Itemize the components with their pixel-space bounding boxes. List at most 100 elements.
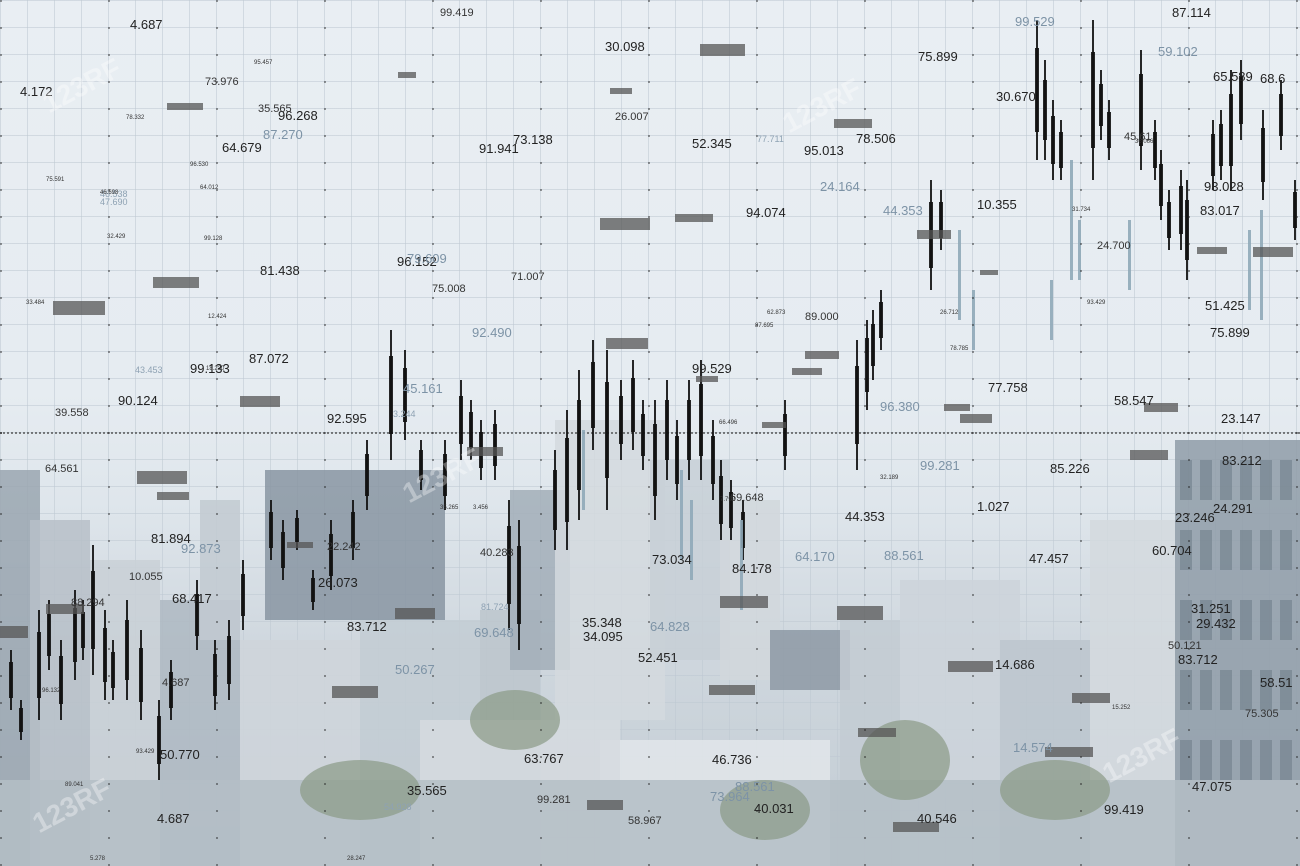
- overlay-number: 69.648: [474, 625, 514, 640]
- grid-dot: [432, 243, 434, 245]
- overlay-number-small: 46.698: [100, 190, 119, 196]
- candle-body: [9, 662, 13, 698]
- grid-dot: [216, 675, 218, 677]
- candle-body: [1167, 202, 1171, 238]
- tree-canopy: [860, 720, 950, 800]
- candle-body: [711, 436, 715, 484]
- price-box: [1197, 247, 1227, 254]
- overlay-number: 73.964: [710, 789, 750, 804]
- grid-dot: [972, 459, 974, 461]
- grid-dot: [324, 108, 326, 110]
- overlay-number: 10.355: [977, 197, 1017, 212]
- grid-dot: [1296, 810, 1298, 812]
- grid-dot: [108, 324, 110, 326]
- grid-dot: [756, 324, 758, 326]
- grid-dot: [864, 837, 866, 839]
- overlay-number-small: 81.724: [481, 602, 509, 612]
- candle-body: [665, 400, 669, 460]
- grid-dot: [864, 756, 866, 758]
- overlay-number: 39.558: [55, 407, 89, 419]
- overlay-number-small: 89.041: [65, 782, 84, 788]
- candle-body: [591, 362, 595, 428]
- grid-dot: [108, 594, 110, 596]
- grid-dot: [648, 540, 650, 542]
- grid-dot: [1188, 594, 1190, 596]
- candle-body: [719, 476, 723, 524]
- price-box: [1045, 747, 1093, 757]
- grid-dot: [864, 108, 866, 110]
- building-window: [1240, 530, 1252, 570]
- overlay-number-small: 7.792: [720, 497, 736, 503]
- grid-dot: [216, 243, 218, 245]
- grid-dot: [648, 162, 650, 164]
- grid-dot: [0, 27, 2, 29]
- grid-dot: [1188, 108, 1190, 110]
- grid-dot: [1188, 162, 1190, 164]
- price-box: [834, 119, 872, 128]
- overlay-number: 96.268: [278, 108, 318, 123]
- overlay-number: 79.609: [407, 251, 447, 266]
- overlay-number: 68.6: [1260, 71, 1286, 86]
- grid-dot: [216, 351, 218, 353]
- grid-dot: [108, 378, 110, 380]
- grid-dot: [1188, 756, 1190, 758]
- candle-body: [443, 454, 447, 496]
- grid-dot: [216, 648, 218, 650]
- overlay-number: 88.561: [884, 548, 924, 563]
- grid-dot: [0, 432, 2, 434]
- faded-candle: [1248, 230, 1251, 310]
- price-box: [53, 301, 105, 315]
- tree-canopy: [300, 760, 420, 820]
- grid-dot: [324, 243, 326, 245]
- grid-dot: [216, 864, 218, 866]
- grid-dot: [1296, 567, 1298, 569]
- candle-body: [139, 648, 143, 702]
- building-window: [1260, 530, 1272, 570]
- overlay-number-small: 12.424: [208, 314, 227, 320]
- grid-dot: [432, 297, 434, 299]
- grid-dot: [972, 54, 974, 56]
- grid-dot: [432, 0, 434, 2]
- grid-dot: [540, 270, 542, 272]
- grid-dot: [324, 270, 326, 272]
- grid-dot: [1188, 837, 1190, 839]
- grid-dot: [864, 729, 866, 731]
- grid-dot: [0, 540, 2, 542]
- grid-dot: [1296, 459, 1298, 461]
- grid-dot: [756, 837, 758, 839]
- grid-dot: [1080, 567, 1082, 569]
- grid-dot: [756, 108, 758, 110]
- grid-dot: [540, 810, 542, 812]
- candle-body: [1139, 74, 1143, 146]
- grid-dot: [0, 81, 2, 83]
- grid-dot: [972, 405, 974, 407]
- grid-dot: [216, 162, 218, 164]
- overlay-number: 73.034: [652, 552, 692, 567]
- overlay-number: 83.212: [1222, 453, 1262, 468]
- grid-dot: [648, 405, 650, 407]
- grid-dot: [864, 432, 866, 434]
- grid-dot: [432, 324, 434, 326]
- grid-dot: [1080, 783, 1082, 785]
- grid-dot: [540, 135, 542, 137]
- grid-dot: [1296, 405, 1298, 407]
- overlay-number-small: 78.332: [126, 115, 145, 121]
- grid-dot: [324, 189, 326, 191]
- grid-dot: [864, 216, 866, 218]
- overlay-number: 83.712: [1178, 652, 1218, 667]
- grid-dot: [324, 702, 326, 704]
- grid-dot: [1296, 0, 1298, 2]
- grid-dot: [216, 432, 218, 434]
- grid-dot: [0, 324, 2, 326]
- grid-dot: [1080, 108, 1082, 110]
- faded-candle: [740, 520, 743, 610]
- candle-body: [241, 574, 245, 616]
- price-box: [1130, 450, 1168, 460]
- grid-dot: [432, 783, 434, 785]
- overlay-number: 93.028: [1204, 179, 1244, 194]
- grid-dot: [1188, 81, 1190, 83]
- price-box: [1072, 693, 1110, 703]
- candle-body: [1043, 80, 1047, 140]
- candle-body: [939, 202, 943, 238]
- grid-dot: [324, 783, 326, 785]
